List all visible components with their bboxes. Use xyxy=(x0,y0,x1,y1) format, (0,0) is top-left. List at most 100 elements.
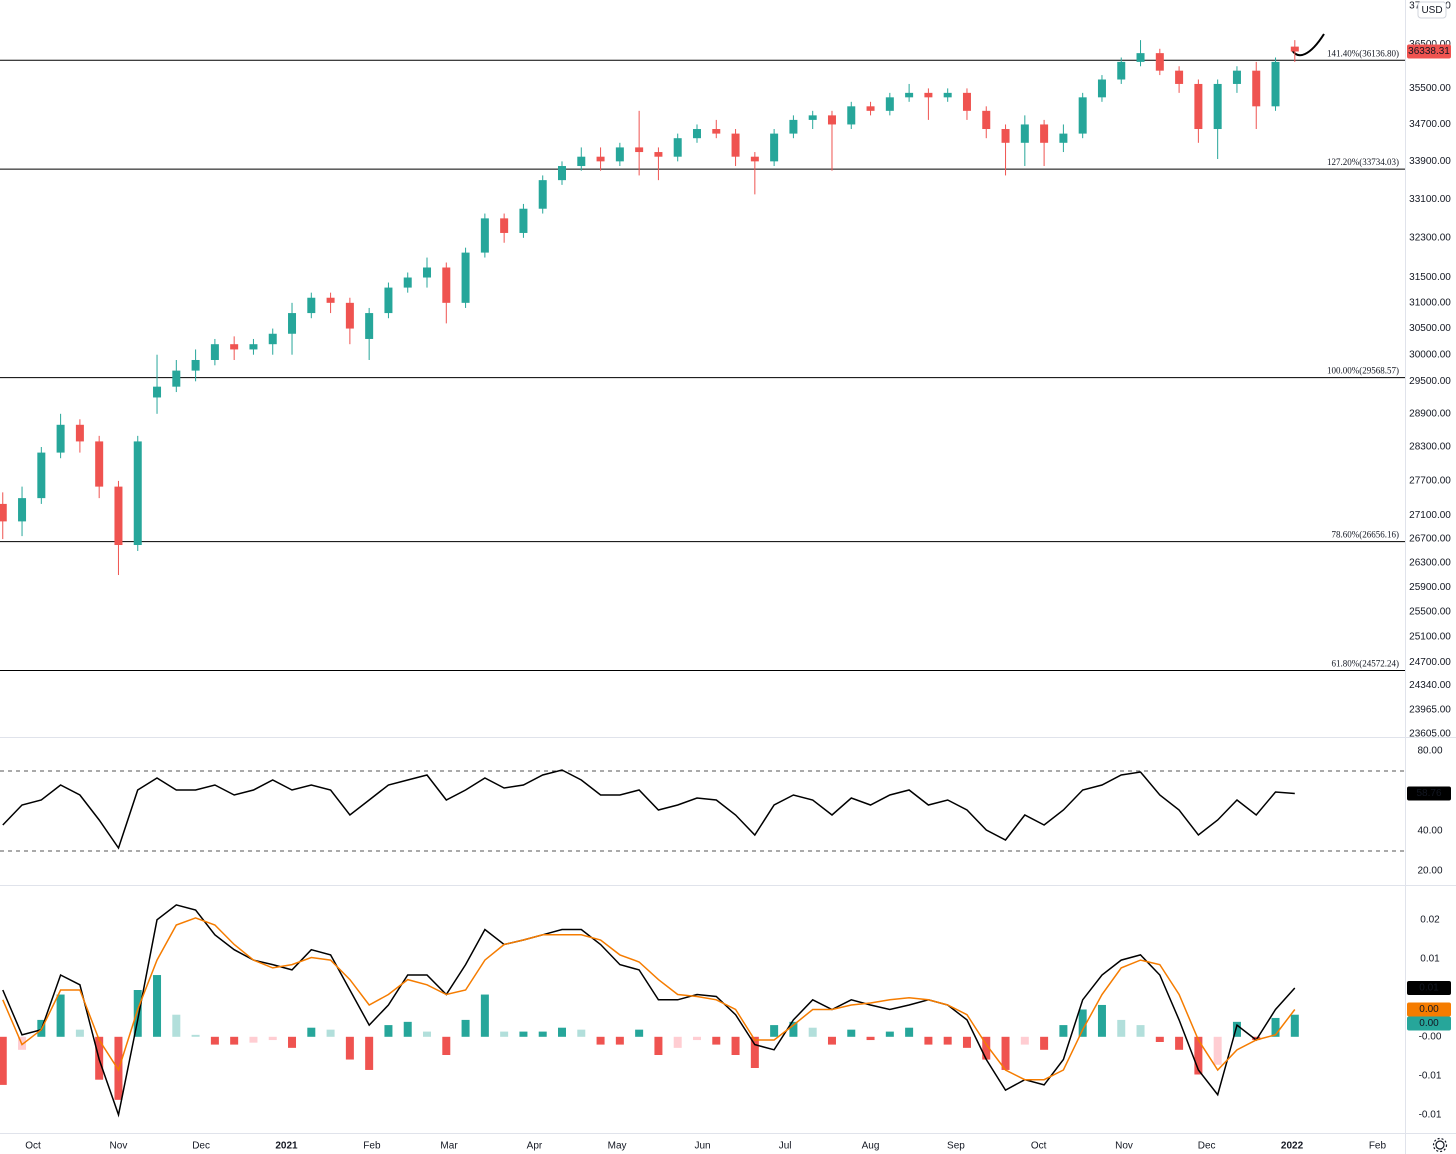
x-tick-label: May xyxy=(608,1141,627,1152)
candle-body xyxy=(538,180,547,209)
y-tick-label: -0.01 xyxy=(1419,1109,1442,1120)
histogram-bar xyxy=(1059,1025,1068,1037)
candle-body xyxy=(442,267,451,303)
candle-body xyxy=(596,156,605,162)
histogram-bar xyxy=(770,1025,779,1037)
candle-body xyxy=(943,92,952,98)
y-tick-label: 25100.00 xyxy=(1409,631,1451,642)
y-tick-label: 25500.00 xyxy=(1409,606,1451,617)
histogram-bar xyxy=(905,1027,914,1037)
y-tick-label: 27100.00 xyxy=(1409,510,1451,521)
x-tick-label: Nov xyxy=(1115,1141,1133,1152)
candle-body xyxy=(1155,53,1164,71)
indicator-last-value: 0.01 xyxy=(1419,983,1439,994)
histogram-bar xyxy=(1232,1021,1241,1037)
y-tick-label: 24700.00 xyxy=(1409,657,1451,668)
gear-teeth[interactable] xyxy=(1432,1137,1448,1153)
candle-body xyxy=(1001,129,1010,143)
candle-body xyxy=(924,92,933,98)
y-tick-label: 34700.00 xyxy=(1409,119,1451,130)
y-tick-label: 31000.00 xyxy=(1409,297,1451,308)
histogram-bar xyxy=(1271,1017,1280,1037)
currency-button-box[interactable] xyxy=(1417,1,1447,19)
gear-icon[interactable] xyxy=(1432,1137,1448,1153)
y-tick-label: 20.00 xyxy=(1417,866,1442,877)
x-tick-label: Aug xyxy=(862,1141,880,1152)
candle-body xyxy=(615,147,624,162)
x-tick-label: Mar xyxy=(440,1141,458,1152)
histogram-bar xyxy=(750,1036,759,1068)
rsi-last-value: 58.76 xyxy=(1416,788,1441,799)
histogram-bar xyxy=(712,1036,721,1045)
candle-body xyxy=(461,252,470,303)
candle-body xyxy=(172,370,181,387)
histogram-bar xyxy=(249,1036,258,1043)
candle-body xyxy=(1271,61,1280,107)
x-tick-label: Apr xyxy=(527,1141,543,1152)
candle-body xyxy=(827,115,836,125)
histogram-bar xyxy=(480,994,489,1037)
histogram-bar xyxy=(500,1031,509,1037)
candle-body xyxy=(558,166,566,181)
candle-body xyxy=(1232,70,1241,84)
histogram-bar xyxy=(307,1027,316,1037)
y-tick-label: 31500.00 xyxy=(1409,272,1451,283)
histogram-bar xyxy=(673,1036,682,1048)
y-tick-label: 0.02 xyxy=(1420,914,1440,925)
histogram-bar xyxy=(153,975,162,1037)
candle-body xyxy=(210,344,219,360)
candle-body xyxy=(1213,83,1222,130)
gear-ring[interactable] xyxy=(1435,1140,1445,1150)
histogram-bar xyxy=(692,1036,701,1041)
currency-button[interactable]: USD xyxy=(1421,5,1442,16)
histogram-bar xyxy=(461,1019,470,1037)
candle-body xyxy=(1078,97,1087,134)
histogram-bar xyxy=(133,990,142,1037)
histogram-bar xyxy=(1155,1036,1164,1042)
fib-label: 100.00%(29568.57) xyxy=(1327,366,1399,376)
candle-body xyxy=(403,277,412,288)
candle-body xyxy=(808,115,817,120)
candle-body xyxy=(345,302,354,329)
histogram-bar xyxy=(731,1036,740,1055)
x-tick-label: Jul xyxy=(779,1141,792,1152)
y-tick-label: 80.00 xyxy=(1417,746,1442,757)
candle-body xyxy=(1020,124,1029,143)
candle-body xyxy=(1059,133,1068,143)
x-tick-label: Jun xyxy=(694,1141,710,1152)
last-price-label-box xyxy=(1407,44,1451,59)
candle-body xyxy=(1194,83,1203,130)
fib-label: 141.40%(36136.80) xyxy=(1327,48,1399,58)
indicator-last-value-box xyxy=(1407,1002,1451,1017)
candle-body xyxy=(885,97,894,111)
y-tick-label: 28900.00 xyxy=(1409,408,1451,419)
x-tick-label: Sep xyxy=(947,1141,965,1152)
histogram-bar xyxy=(654,1036,663,1055)
y-tick-label: 25900.00 xyxy=(1409,582,1451,593)
histogram-bar xyxy=(0,1036,7,1085)
candle-body xyxy=(1136,53,1145,62)
x-tick-label: Feb xyxy=(363,1141,381,1152)
candle-body xyxy=(866,106,875,111)
histogram-bar xyxy=(191,1034,200,1037)
y-tick-label: 32300.00 xyxy=(1409,232,1451,243)
histogram-bar xyxy=(615,1036,624,1045)
y-tick-label: 23965.00 xyxy=(1409,705,1451,716)
histogram-bar xyxy=(268,1036,277,1041)
candle-body xyxy=(635,147,644,153)
candle-body xyxy=(480,218,489,253)
candle-body xyxy=(692,129,701,139)
y-tick-label: 26700.00 xyxy=(1409,534,1451,545)
y-tick-label: 30500.00 xyxy=(1409,323,1451,334)
histogram-bar xyxy=(1194,1036,1203,1075)
histogram-bar xyxy=(230,1036,239,1045)
candle-body xyxy=(384,287,393,314)
candle-body xyxy=(153,386,162,398)
candle-body xyxy=(789,119,798,134)
y-tick-label: 33100.00 xyxy=(1409,194,1451,205)
macd-line xyxy=(2,904,1296,1118)
y-tick-label: 29500.00 xyxy=(1409,376,1451,387)
histogram-bar xyxy=(827,1036,836,1045)
